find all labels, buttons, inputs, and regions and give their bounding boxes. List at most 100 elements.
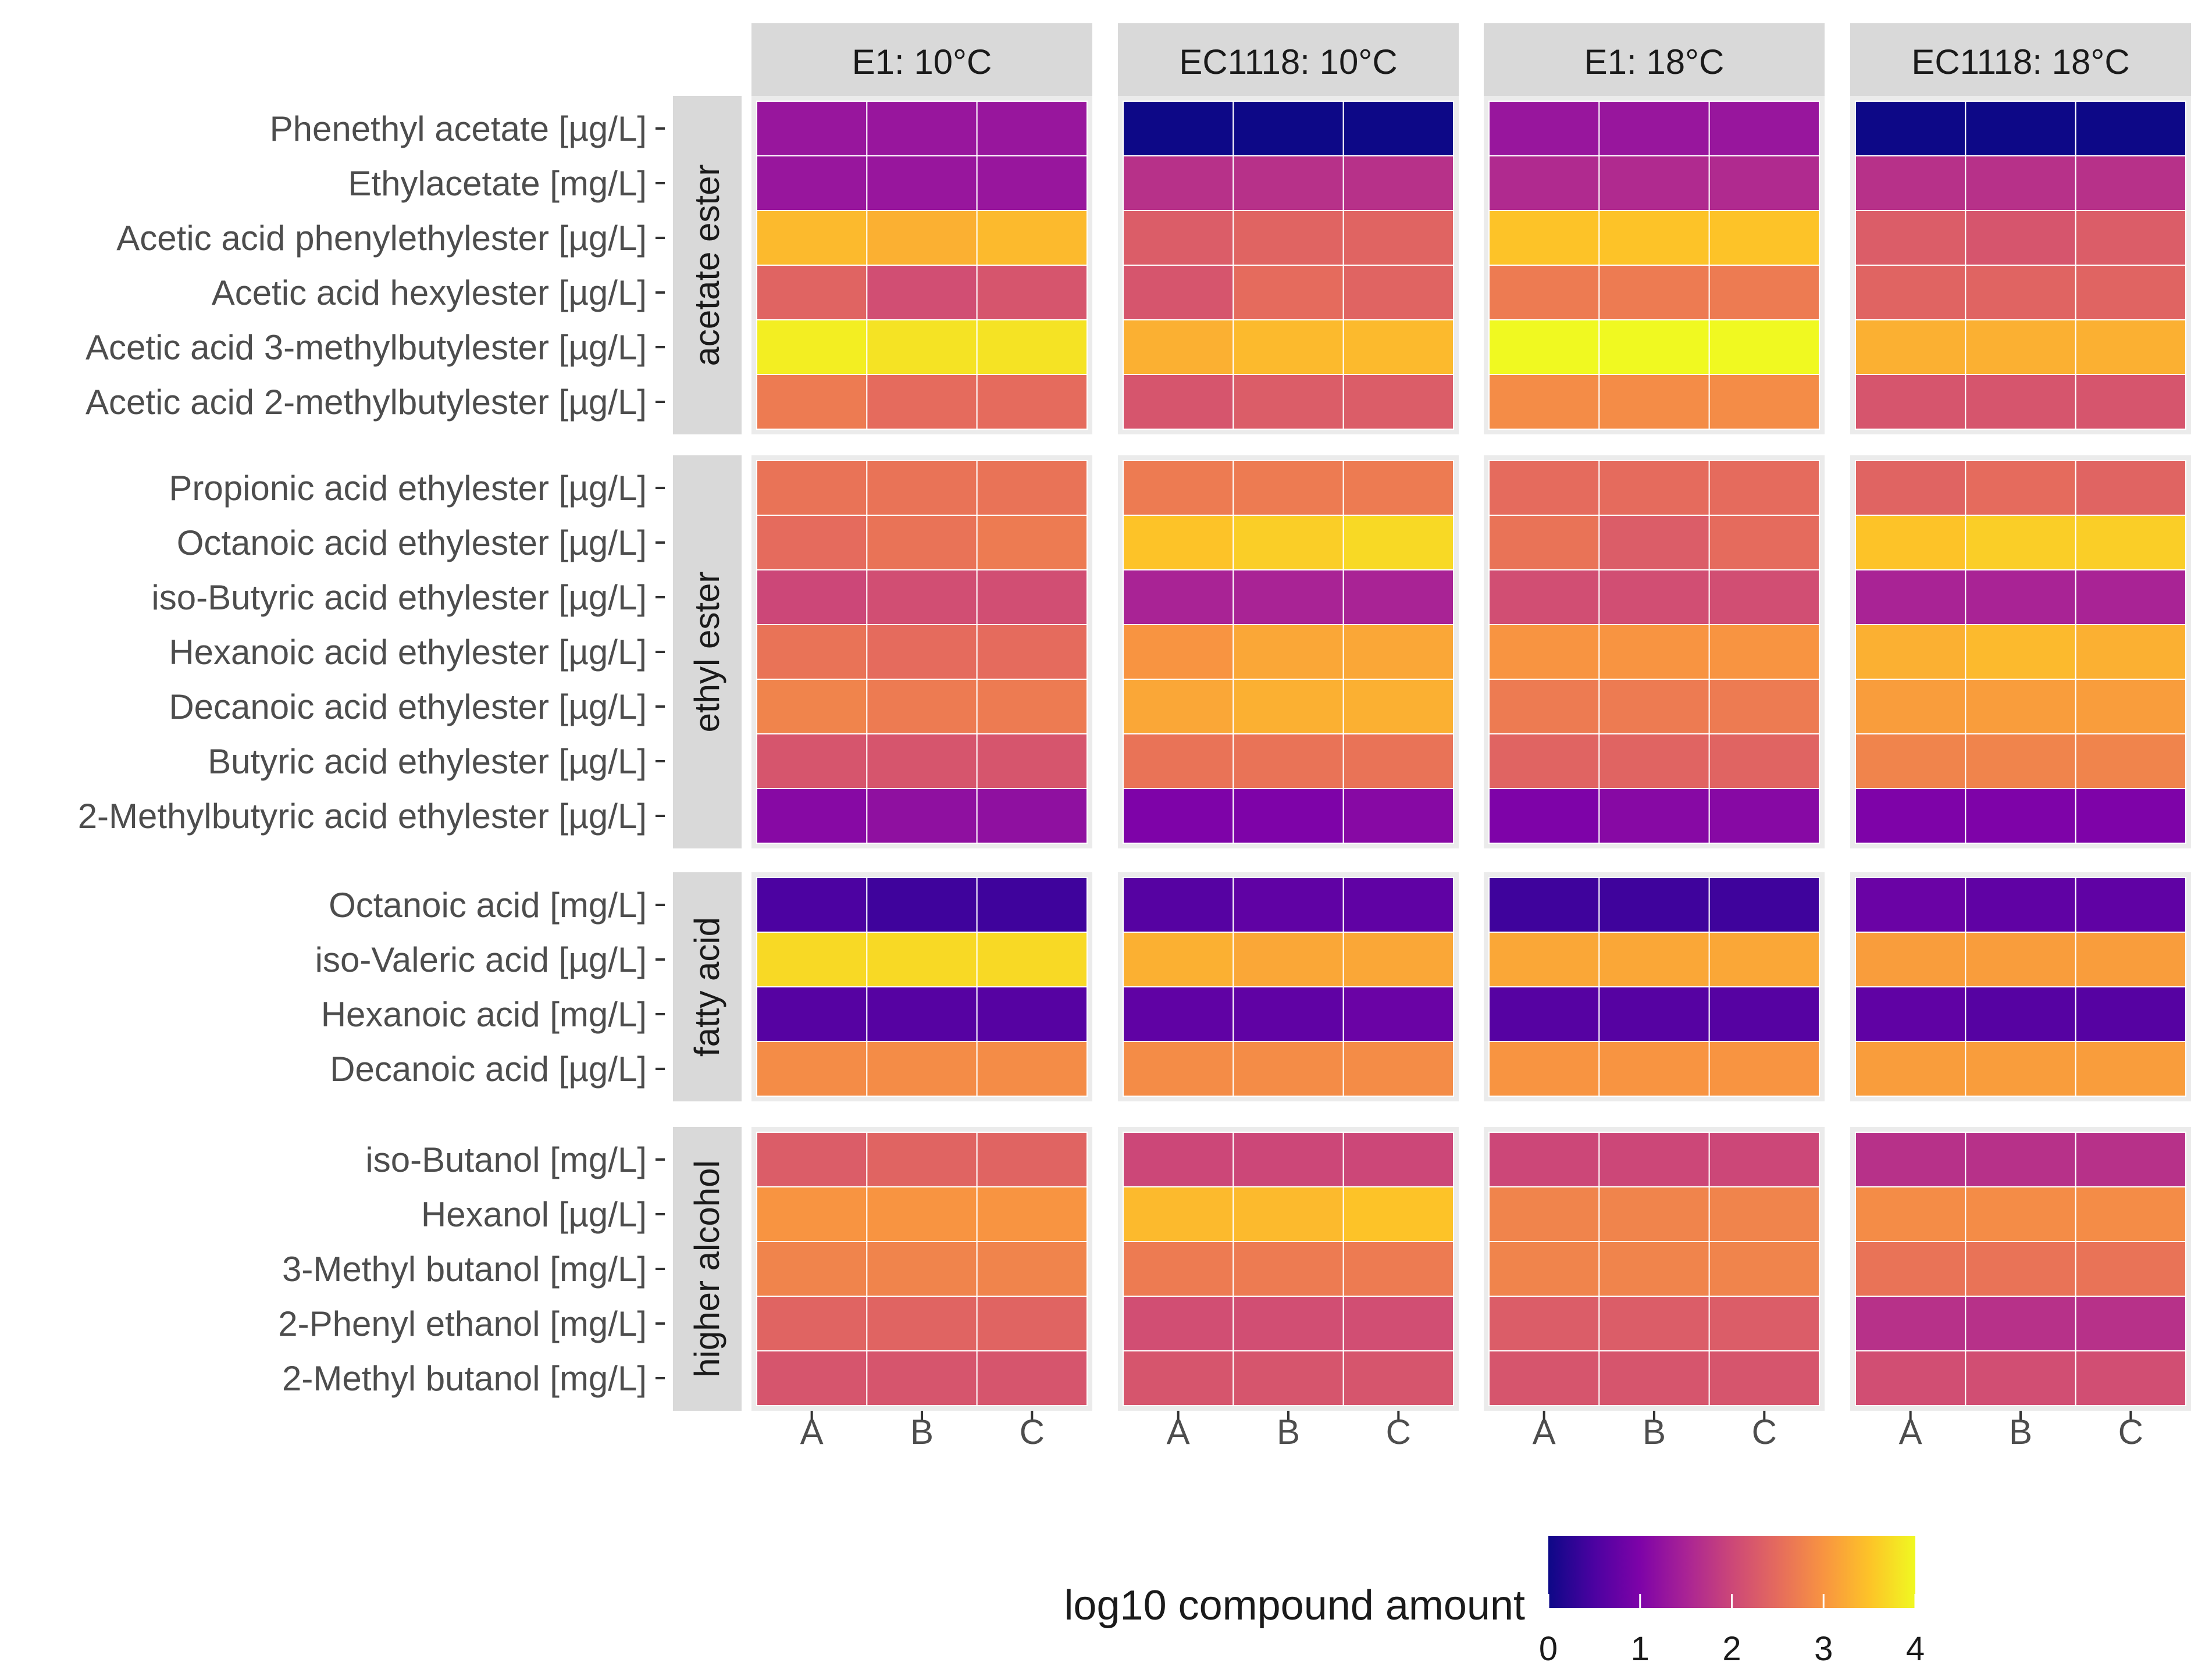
heatmap-cell	[1342, 679, 1455, 734]
row-labels: Phenethyl acetate [µg/L] Ethylacetate [mg…	[78, 109, 665, 1398]
heatmap-cell	[1965, 1041, 2076, 1097]
heatmap-cell	[866, 210, 978, 266]
facet-label-3: EC1118: 18°C	[1911, 42, 2129, 81]
heatmap-cell	[1965, 515, 2076, 570]
heatmap-cell	[866, 932, 978, 987]
heatmap-cell	[866, 515, 978, 570]
heatmap-cell	[1488, 932, 1600, 987]
heatmap-cell	[1708, 624, 1821, 680]
heatmap-cell	[1708, 155, 1821, 211]
heatmap-cell	[1598, 877, 1710, 933]
heatmap-cell	[1123, 986, 1234, 1042]
heatmap-cell	[1855, 1241, 1967, 1297]
heatmap-cell	[2075, 1132, 2187, 1187]
heatmap-cell	[866, 986, 978, 1042]
facet-strip-3	[1850, 23, 2191, 99]
heatmap-cell	[1965, 788, 2076, 844]
heatmap-cell	[756, 265, 868, 320]
heatmap-cell	[1598, 319, 1710, 375]
heatmap-cell	[1232, 932, 1344, 987]
heatmap-cell	[2075, 155, 2187, 211]
heatmap-cell	[1855, 624, 1967, 680]
heatmap-cell	[756, 986, 868, 1042]
heatmap-cell	[1123, 624, 1234, 680]
heatmap-cell	[1855, 515, 1967, 570]
heatmap-cell	[2075, 265, 2187, 320]
heatmap-cell	[1708, 1186, 1821, 1242]
heatmap-cell	[1855, 1041, 1967, 1097]
row-label: Acetic acid 2-methylbutylester [µg/L]	[86, 383, 647, 422]
column-label: A	[1899, 1413, 1922, 1451]
heatmap-cell	[1232, 155, 1344, 211]
row-label: 2-Phenyl ethanol [mg/L]	[278, 1304, 647, 1343]
heatmap-cell	[756, 733, 868, 789]
heatmap-cell	[976, 1041, 1088, 1097]
heatmap-cell	[1598, 374, 1710, 430]
heatmap-cell	[756, 1296, 868, 1351]
group-strip-2	[673, 872, 742, 1101]
heatmap-cell	[1708, 460, 1821, 516]
heatmap-cell	[756, 679, 868, 734]
heatmap-cell	[976, 1132, 1088, 1187]
heatmap-cell	[1488, 155, 1600, 211]
column-label: C	[1020, 1413, 1045, 1451]
heatmap-cell	[866, 1241, 978, 1297]
heatmap-cell	[2075, 1296, 2187, 1351]
heatmap-cell	[1488, 265, 1600, 320]
heatmap-cell	[756, 1132, 868, 1187]
heatmap-cell	[1488, 101, 1600, 156]
heatmap-cell	[1342, 319, 1455, 375]
heatmap-cell	[976, 679, 1088, 734]
heatmap-cell	[976, 374, 1088, 430]
column-label: C	[1386, 1413, 1411, 1451]
row-label: 2-Methyl butanol [mg/L]	[282, 1359, 647, 1398]
heatmap-cell	[756, 515, 868, 570]
heatmap-cell	[1965, 101, 2076, 156]
heatmap-cell	[1598, 515, 1710, 570]
legend-tick-label: 3	[1814, 1630, 1833, 1668]
heatmap-cell	[1232, 1350, 1344, 1406]
heatmap-cell	[1342, 1041, 1455, 1097]
heatmap-cell	[1342, 1132, 1455, 1187]
heatmap-cell	[756, 155, 868, 211]
row-label: Acetic acid phenylethylester [µg/L]	[116, 219, 647, 258]
heatmap-cell	[2075, 319, 2187, 375]
heatmap-cell	[1232, 460, 1344, 516]
heatmap-cell	[2075, 1041, 2187, 1097]
heatmap-cell	[756, 788, 868, 844]
heatmap-cell	[1123, 788, 1234, 844]
heatmap-cell	[1855, 733, 1967, 789]
heatmap-cell	[1708, 1350, 1821, 1406]
heatmap-cell	[1123, 679, 1234, 734]
heatmap-cell	[1598, 932, 1710, 987]
heatmap-cell	[1855, 1132, 1967, 1187]
heatmap-cell	[1598, 679, 1710, 734]
heatmap-cell	[1488, 877, 1600, 933]
row-label: iso-Butanol [mg/L]	[365, 1140, 647, 1179]
heatmap-cell	[1342, 101, 1455, 156]
heatmap-cell	[976, 1296, 1088, 1351]
heatmap-cell	[1342, 569, 1455, 625]
heatmap-cell	[866, 374, 978, 430]
heatmap-cell	[1855, 155, 1967, 211]
heatmap-cell	[1123, 265, 1234, 320]
row-label: iso-Valeric acid [µg/L]	[315, 940, 647, 979]
heatmap-cell	[1123, 1041, 1234, 1097]
group-label-3: higher alcohol	[687, 1160, 726, 1378]
heatmap-cell	[2075, 679, 2187, 734]
heatmap-cell	[1708, 1241, 1821, 1297]
row-label: Phenethyl acetate [µg/L]	[270, 109, 647, 148]
heatmap-cell	[1965, 624, 2076, 680]
heatmap-cell	[1342, 788, 1455, 844]
heatmap-cell	[1598, 101, 1710, 156]
heatmap-cell	[1123, 877, 1234, 933]
heatmap-cell	[756, 210, 868, 266]
heatmap-cell	[1965, 265, 2076, 320]
heatmap-cell	[1708, 1132, 1821, 1187]
heatmap-cell	[1598, 788, 1710, 844]
heatmap-cell	[756, 319, 868, 375]
heatmap-cell	[1232, 679, 1344, 734]
heatmap-cell	[1965, 932, 2076, 987]
heatmap-cell	[1488, 460, 1600, 516]
